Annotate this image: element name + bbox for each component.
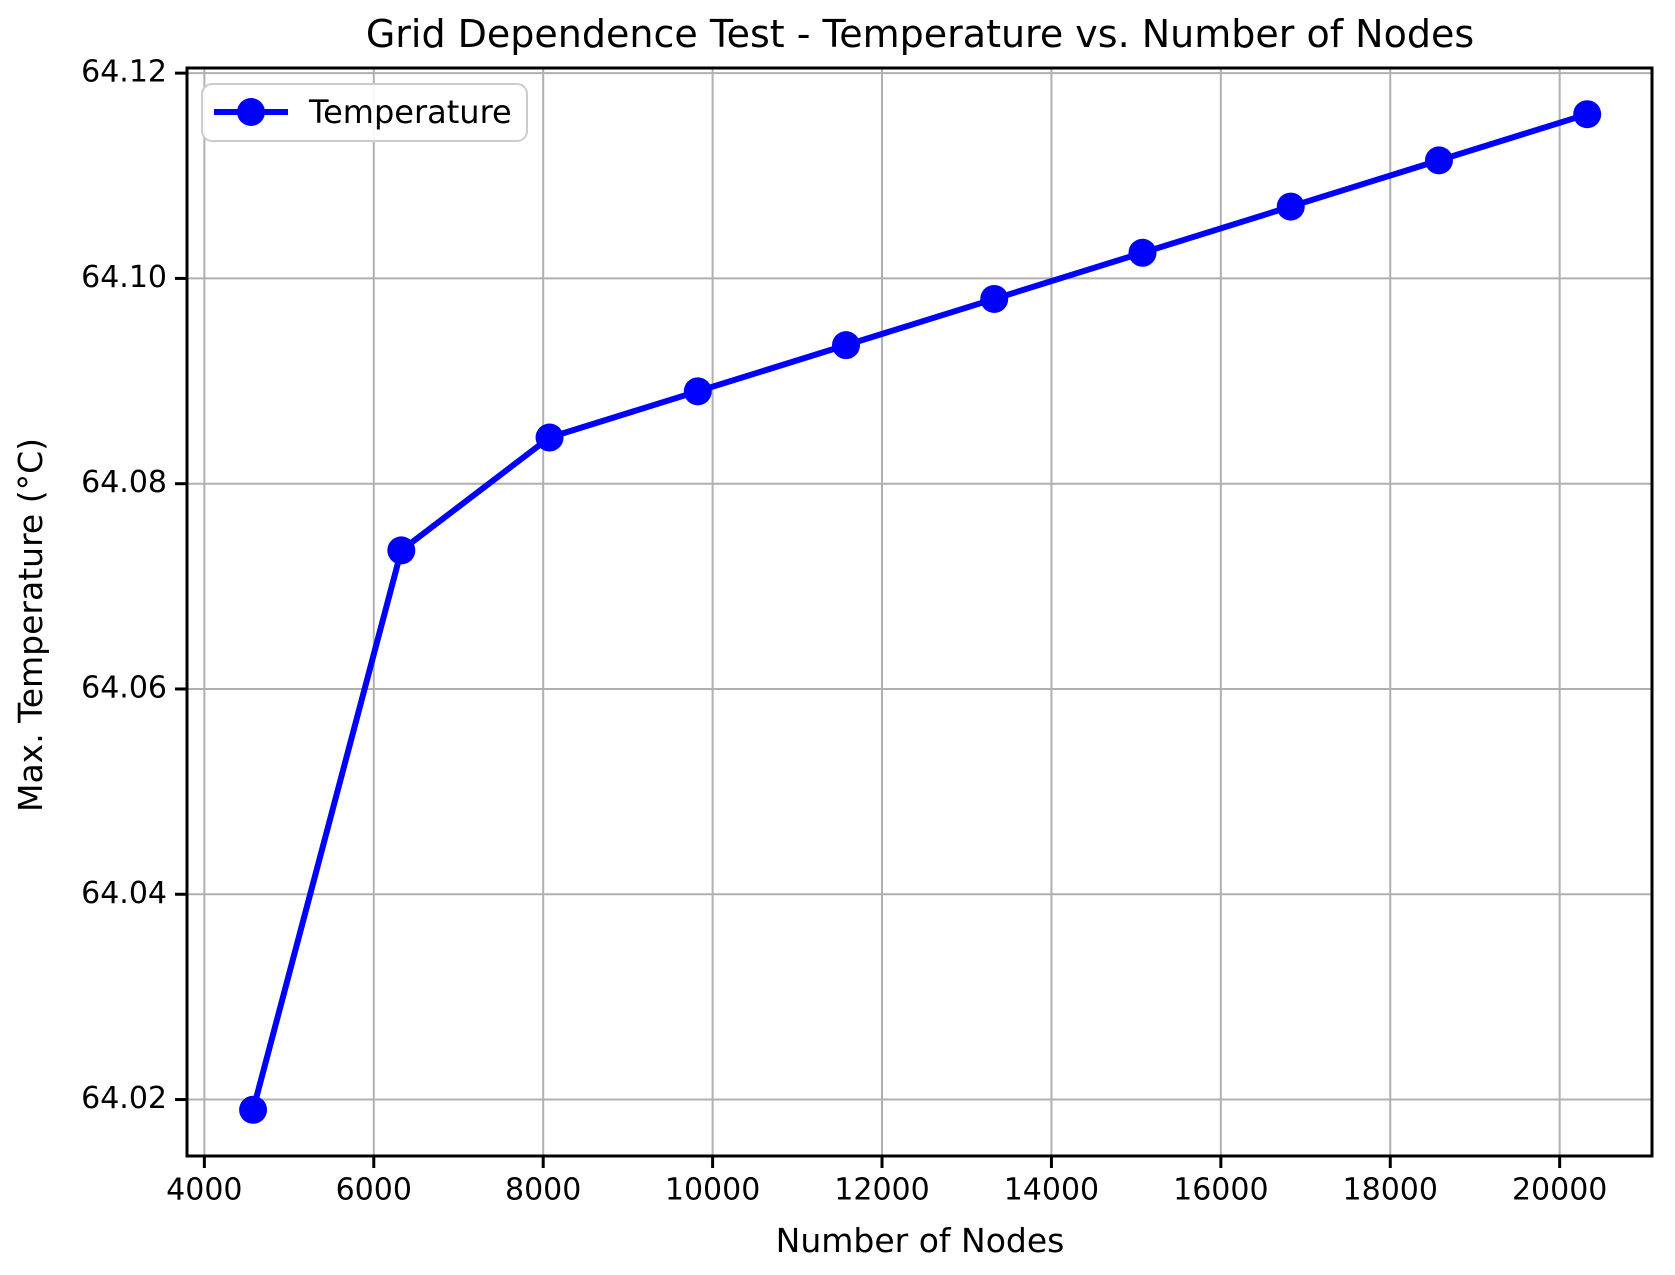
data-point-marker: [1424, 146, 1453, 175]
x-tick-label: 14000: [1004, 1173, 1099, 1208]
y-tick-label: 64.02: [81, 1081, 167, 1116]
data-point-marker: [832, 331, 861, 360]
x-tick-label: 16000: [1173, 1173, 1268, 1208]
y-tick-label: 64.06: [81, 670, 167, 705]
data-point-marker: [1276, 192, 1305, 221]
series-line: [250, 111, 1589, 1111]
legend-box: [201, 83, 528, 142]
data-point-marker: [239, 1095, 268, 1124]
data-point-marker: [1128, 238, 1157, 267]
data-point-marker: [1573, 100, 1602, 129]
x-tick-label: 12000: [834, 1173, 929, 1208]
x-tick-label: 20000: [1512, 1173, 1607, 1208]
legend-label: Temperature: [308, 93, 512, 131]
data-point-marker: [387, 536, 416, 565]
y-tick-label: 64.08: [81, 465, 167, 500]
y-axis-label: Max. Temperature (°C): [11, 438, 50, 812]
series-temperature: [239, 100, 1602, 1124]
data-point-marker: [535, 423, 564, 452]
data-point-marker: [683, 377, 712, 406]
y-tick-label: 64.04: [81, 876, 167, 911]
data-point-marker: [980, 284, 1009, 313]
x-axis-label: Number of Nodes: [776, 1221, 1065, 1260]
plot-area-border: [185, 66, 1654, 1158]
x-tick-label: 4000: [166, 1173, 242, 1208]
grid: [187, 68, 1652, 1156]
x-tick-label: 18000: [1343, 1173, 1438, 1208]
y-tick-label: 64.10: [81, 260, 167, 295]
x-tick-label: 6000: [336, 1173, 412, 1208]
chart-title: Grid Dependence Test - Temperature vs. N…: [366, 12, 1474, 56]
x-tick-label: 8000: [505, 1173, 581, 1208]
legend: Temperature: [201, 83, 528, 142]
x-tick-label: 10000: [665, 1173, 760, 1208]
legend-marker-icon: [237, 98, 265, 126]
y-tick-label: 64.12: [81, 55, 167, 90]
axis-ticks: 4000 6000 8000 10000 12000 14000 16000 18000 200…: [81, 55, 1607, 1208]
